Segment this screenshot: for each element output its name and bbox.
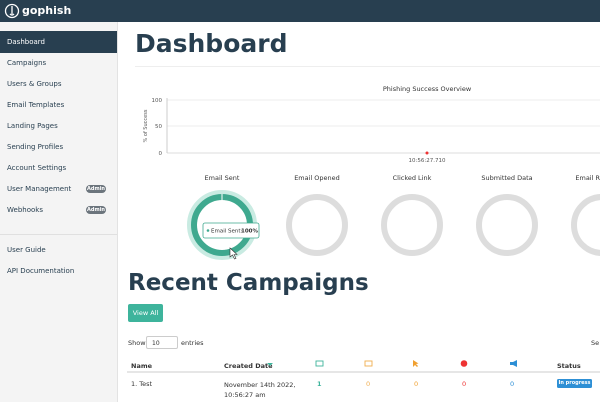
nav-item[interactable]: Email Templates	[7, 101, 65, 109]
y-tick: 100	[152, 98, 163, 104]
donut[interactable]	[286, 194, 348, 256]
show-label: Show	[128, 339, 146, 347]
cell-count: 0	[510, 380, 515, 388]
admin-badge: Admin	[86, 185, 106, 193]
nav-item[interactable]: User Guide	[7, 246, 46, 254]
divider	[135, 66, 600, 67]
icon-sent	[315, 360, 324, 367]
cursor	[229, 247, 238, 260]
sidebar: Dashboard Campaigns Users & Groups Email…	[0, 22, 118, 402]
icon-clicked	[413, 360, 419, 367]
stat-label: Submitted Data	[481, 174, 532, 182]
nav-item[interactable]: API Documentation	[7, 267, 75, 275]
stat-label: Email R	[575, 174, 600, 182]
search-label: Se	[591, 339, 600, 347]
overview: Phishing Success Overview 100 50 0 % of …	[143, 85, 600, 260]
cell-count: 0	[414, 380, 419, 388]
donut[interactable]	[571, 194, 600, 256]
nav-item[interactable]: Webhooks	[7, 206, 43, 214]
cell-count: 0	[462, 380, 467, 388]
cell-count: 1	[317, 380, 322, 388]
y-label: % of Success	[143, 109, 149, 142]
nav-item[interactable]: Account Settings	[7, 164, 67, 172]
donut[interactable]	[381, 194, 443, 256]
logo	[4, 3, 20, 19]
nav-item[interactable]: Campaigns	[7, 59, 47, 67]
nav-item[interactable]: Sending Profiles	[7, 143, 64, 151]
donut[interactable]	[476, 194, 538, 256]
view-all-button[interactable]: View All	[128, 304, 163, 322]
nav-item[interactable]: User Management	[7, 185, 72, 193]
page-title: Dashboard	[135, 29, 288, 58]
chart-title: Phishing Success Overview	[383, 85, 472, 93]
stat-label: Email Sent	[205, 174, 240, 182]
y-tick: 0	[159, 151, 163, 157]
x-label: 10:56:27.710	[409, 158, 446, 164]
icon-reported	[510, 360, 517, 367]
nav-item[interactable]: Users & Groups	[7, 80, 62, 88]
column-header[interactable]: Created Date	[224, 362, 273, 370]
y-tick: 50	[155, 124, 162, 130]
cell-date: November 14th 2022, 10:56:27 am	[224, 381, 296, 399]
tooltip	[202, 222, 260, 239]
divider	[0, 234, 117, 235]
status-badge: In progress	[557, 379, 592, 388]
tooltip-dot	[206, 229, 210, 232]
stat-label: Email Opened	[294, 174, 340, 182]
column-header[interactable]: Name	[131, 362, 153, 370]
nav-item[interactable]: Landing Pages	[7, 122, 58, 130]
icon-submitted	[460, 360, 468, 367]
nav-item[interactable]: Dashboard	[7, 38, 45, 46]
tooltip-value: 100%	[241, 229, 258, 235]
section-title: Recent Campaigns	[128, 270, 369, 296]
admin-badge: Admin	[86, 206, 106, 214]
tooltip-label: Email Sent:	[211, 229, 243, 235]
table-icons	[127, 360, 600, 373]
point	[425, 151, 429, 155]
navbar: gophish	[0, 0, 600, 22]
sort-arrow	[267, 363, 273, 366]
stat-label: Clicked Link	[393, 174, 432, 182]
cell-count: 0	[366, 380, 371, 388]
cell-name: 1. Test	[131, 380, 153, 388]
entries-label: entries	[181, 339, 204, 347]
icon-opened	[364, 360, 373, 367]
brand[interactable]: gophish	[22, 4, 72, 17]
column-header[interactable]: Status	[557, 362, 581, 370]
entries-select[interactable]: 10	[146, 336, 178, 349]
active-bg	[0, 31, 117, 53]
